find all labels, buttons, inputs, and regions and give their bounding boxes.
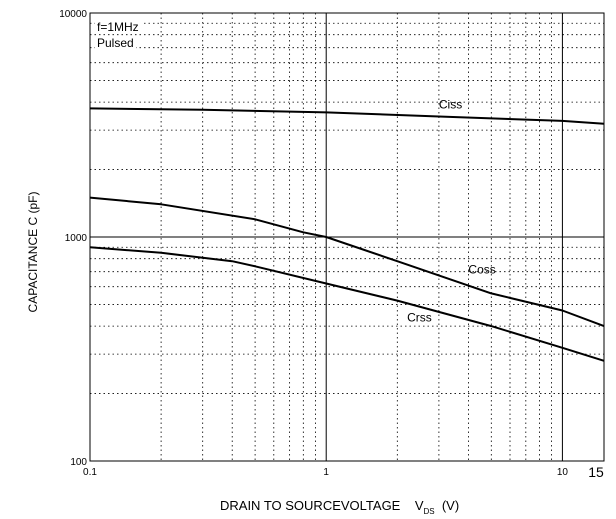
series: Ciss Coss Crss [89,98,605,362]
grid [90,13,605,461]
x-tick-label: 10 [557,467,569,478]
y-axis-label: CAPACITANCE C (pF) [26,191,40,313]
series-line-ciss [89,107,605,125]
x-axis-label-unit: (V) [441,498,460,513]
y-tick-label: 10000 [59,9,87,20]
x-axis-label-sub: DS [423,507,435,516]
plot-frame [89,12,605,462]
x-axis-label: DRAIN TO SOURCEVOLTAGE VDS (V) [220,498,460,516]
y-tick-label: 100 [70,457,87,468]
annotation-pulsed: Pulsed [95,36,136,50]
x-tick-label: 15 [588,464,604,480]
tick-labels: 100 1000 10000 0.1 1 10 15 [59,9,604,480]
series-line-crss [89,246,605,362]
series-line-coss [89,196,605,328]
x-tick-label: 1 [323,467,329,478]
x-axis-label-main: DRAIN TO SOURCEVOLTAGE [220,498,401,513]
x-axis-label-symbol: V [414,498,424,513]
series-label-crss: Crss [407,310,432,324]
series-label-coss: Coss [468,263,495,277]
series-label-ciss: Ciss [439,98,462,112]
x-tick-label: 0.1 [83,467,97,478]
y-tick-label: 1000 [65,233,88,244]
annotation-frequency: f=1MHz [95,20,141,34]
